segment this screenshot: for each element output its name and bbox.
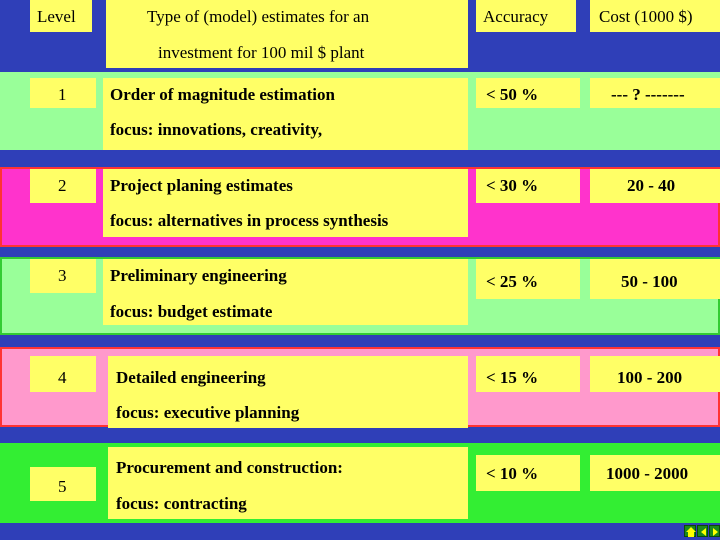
row-4-cost: 100 - 200	[617, 368, 683, 387]
header-type-line2: investment for 100 mil $ plant	[158, 43, 365, 62]
row-1-level: 1	[58, 85, 67, 104]
header-cost-cell	[590, 0, 720, 32]
row-5-focus: focus: contracting	[116, 494, 247, 513]
row-1-cost: --- ? -------	[611, 85, 685, 104]
row-2-title: Project planing estimates	[110, 176, 293, 195]
row-5-level: 5	[58, 477, 67, 496]
home-icon[interactable]	[684, 525, 696, 537]
row-1-cost-cell	[590, 78, 720, 108]
row-5-cost: 1000 - 2000	[606, 464, 689, 483]
row-3-cost-cell	[590, 259, 720, 299]
header-level-cell	[30, 0, 92, 32]
row-2-title-cell	[103, 169, 468, 237]
row-2-focus: focus: alternatives in process synthesis	[110, 211, 389, 230]
row-5-level-cell	[30, 467, 96, 501]
header-level: Level	[37, 7, 76, 26]
header-type-cell	[106, 0, 468, 68]
row-1-level-cell	[30, 78, 96, 108]
row-5-accuracy: < 10 %	[486, 464, 539, 483]
row-4-accuracy-cell	[476, 356, 580, 392]
row-3-accuracy-cell	[476, 259, 580, 299]
row-2-accuracy-cell	[476, 169, 580, 203]
row-3-level: 3	[58, 266, 67, 285]
row-2-cost: 20 - 40	[627, 176, 676, 195]
row-4-level-cell	[30, 356, 96, 392]
row-2-accuracy: < 30 %	[486, 176, 539, 195]
forward-arrow-icon[interactable]	[709, 525, 720, 537]
row-5-title-cell	[108, 447, 468, 519]
row-2-level-cell	[30, 169, 96, 203]
row-1-accuracy-cell	[476, 78, 580, 108]
row-4-cost-cell	[590, 356, 720, 392]
row-4-title: Detailed engineering	[116, 368, 266, 387]
row-4-title-cell	[108, 356, 468, 428]
row-3-title: Preliminary engineering	[110, 266, 287, 285]
header-cost: Cost (1000 $)	[599, 7, 693, 26]
row-5-title: Procurement and construction:	[116, 458, 343, 477]
row-3-accuracy: < 25 %	[486, 272, 539, 291]
row-5-accuracy-cell	[476, 455, 580, 491]
row-3-cost: 50 - 100	[621, 272, 678, 291]
back-arrow-icon[interactable]	[697, 525, 708, 537]
row-2-level: 2	[58, 176, 67, 195]
row-1-title-cell	[103, 78, 468, 150]
row-3-title-cell	[103, 259, 468, 325]
header-type-line1: Type of (model) estimates for an	[147, 7, 370, 26]
row-1-focus: focus: innovations, creativity,	[110, 120, 323, 139]
row-4-level: 4	[58, 368, 67, 387]
row-5-cost-cell	[590, 455, 720, 491]
row-3-level-cell	[30, 259, 96, 293]
header-accuracy-cell	[476, 0, 576, 32]
row-4-focus: focus: executive planning	[116, 403, 300, 422]
row-4-accuracy: < 15 %	[486, 368, 539, 387]
row-3-focus: focus: budget estimate	[110, 302, 273, 321]
row-2-cost-cell	[590, 169, 720, 203]
row-1-title: Order of magnitude estimation	[110, 85, 335, 104]
header-accuracy: Accuracy	[483, 7, 549, 26]
row-1-accuracy: < 50 %	[486, 85, 539, 104]
